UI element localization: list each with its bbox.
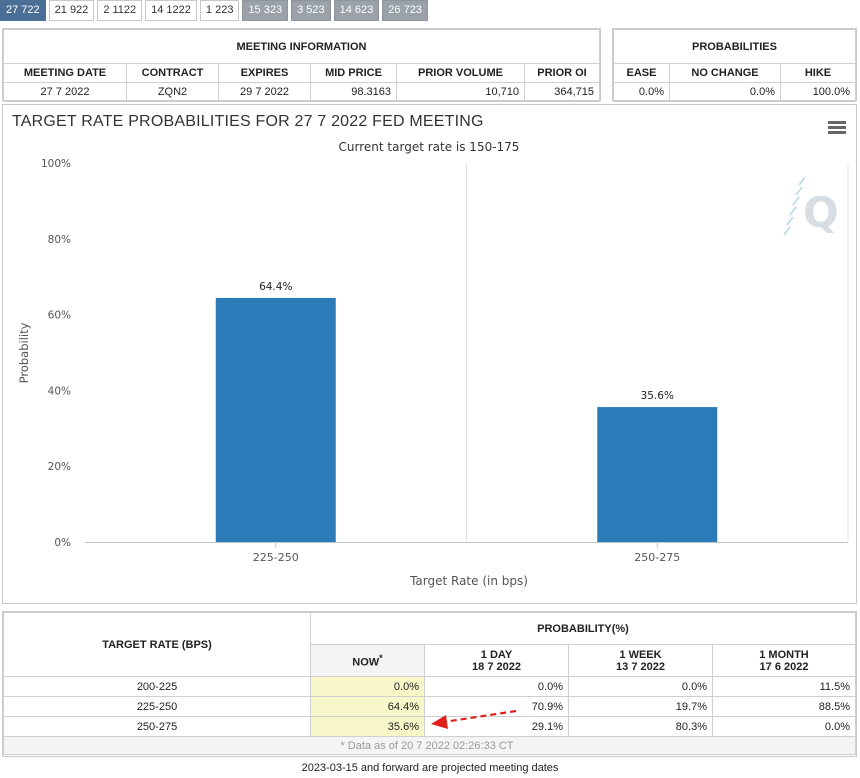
no-change-header: NO CHANGE bbox=[669, 63, 781, 83]
probabilities-title: PROBABILITIES bbox=[613, 29, 856, 64]
probability-column-label: NOW bbox=[352, 656, 380, 669]
watermark-stripe bbox=[783, 226, 791, 236]
y-tick-label: 100% bbox=[41, 158, 71, 170]
mid-price-value: 98.3163 bbox=[310, 82, 397, 102]
target-rate-header: TARGET RATE (BPS) bbox=[3, 612, 311, 677]
watermark-stripe bbox=[792, 196, 800, 206]
meeting-tab-7[interactable]: 3 523 bbox=[291, 0, 331, 21]
x-tick-label: 225-250 bbox=[253, 551, 299, 564]
target-rate-chart-panel: TARGET RATE PROBABILITIES FOR 27 7 2022 … bbox=[2, 104, 857, 604]
bar-225-250 bbox=[215, 297, 336, 542]
probability-cell: 29.1% bbox=[424, 716, 569, 737]
hike-value: 100.0% bbox=[780, 82, 856, 102]
probability-column-3-header: 1 WEEK 13 7 2022 bbox=[568, 644, 713, 677]
watermark-stripe bbox=[795, 186, 803, 196]
probability-table-panel: TARGET RATE (BPS) PROBABILITY(%) NOW* 1 D… bbox=[2, 611, 857, 757]
probability-column-label: 1 MONTH bbox=[759, 648, 809, 661]
target-rate-cell: 225-250 bbox=[3, 696, 311, 717]
prior-oi-value: 364,715 bbox=[524, 82, 600, 102]
meeting-tab-3[interactable]: 2 1122 bbox=[97, 0, 143, 21]
probabilities-values: 0.0% 0.0% 100.0% bbox=[613, 82, 856, 102]
probability-column-date: 18 7 2022 bbox=[472, 660, 521, 673]
y-tick-label: 60% bbox=[48, 310, 71, 322]
probability-cell: 0.0% bbox=[424, 676, 569, 697]
y-tick-label: 0% bbox=[54, 537, 71, 549]
probability-cell: 0.0% bbox=[568, 676, 713, 697]
probability-cell: 0.0% bbox=[310, 676, 425, 697]
projected-dates-note: 2023-03-15 and forward are projected mee… bbox=[301, 762, 559, 774]
asterisk-marker: * bbox=[379, 652, 383, 663]
probability-cell: 11.5% bbox=[712, 676, 856, 697]
meeting-tab-8[interactable]: 14 623 bbox=[333, 0, 380, 21]
chart-subtitle: Current target rate is 150-175 bbox=[339, 140, 520, 154]
x-axis-title: Target Rate (in bps) bbox=[409, 574, 528, 588]
bar-data-label: 35.6% bbox=[641, 390, 674, 402]
prior-oi-header: PRIOR OI bbox=[524, 63, 600, 83]
probability-cell: 88.5% bbox=[712, 696, 856, 717]
meeting-date-value: 27 7 2022 bbox=[3, 82, 127, 102]
contract-value: ZQN2 bbox=[126, 82, 219, 102]
bar-250-275 bbox=[597, 407, 718, 542]
meeting-tab-2[interactable]: 21 922 bbox=[48, 0, 95, 21]
probability-column-label: 1 DAY bbox=[480, 648, 513, 661]
no-change-value: 0.0% bbox=[669, 82, 781, 102]
watermark-stripe bbox=[789, 206, 797, 216]
meeting-information-title: MEETING INFORMATION bbox=[3, 29, 600, 64]
probabilities-panel: PROBABILITIES EASE NO CHANGE HIKE 0.0% 0… bbox=[612, 28, 857, 102]
table-row: 250-275 35.6% 29.1% 80.3% 0.0% bbox=[3, 716, 856, 737]
probability-column-1-header: NOW* bbox=[310, 644, 425, 677]
meeting-tab-5[interactable]: 1 223 bbox=[199, 0, 240, 21]
data-as-of-footnote: * Data as of 20 7 2022 02:26:33 CT bbox=[3, 736, 856, 755]
probability-cell: 35.6% bbox=[310, 716, 425, 737]
watermark-stripe bbox=[786, 216, 794, 226]
hike-header: HIKE bbox=[780, 63, 856, 83]
target-rate-cell: 250-275 bbox=[3, 716, 311, 737]
target-rate-bar-chart: Current target rate is 150-175 0% 20% 40% 60… bbox=[17, 140, 849, 588]
ease-header: EASE bbox=[613, 63, 670, 83]
probability-cell: 64.4% bbox=[310, 696, 425, 717]
probability-cell: 70.9% bbox=[424, 696, 569, 717]
watermark-stripe bbox=[798, 176, 806, 186]
meeting-information-panel: MEETING INFORMATION MEETING DATE CONTRAC… bbox=[2, 28, 601, 102]
prior-volume-header: PRIOR VOLUME bbox=[396, 63, 525, 83]
meeting-date-tabs: 27 722 21 922 2 1122 14 1222 1 223 15 323 3 52… bbox=[0, 0, 431, 21]
meeting-tab-4[interactable]: 14 1222 bbox=[145, 0, 197, 21]
expires-value: 29 7 2022 bbox=[218, 82, 311, 102]
table-row: 200-225 0.0% 0.0% 0.0% 11.5% bbox=[3, 676, 856, 697]
meeting-date-header: MEETING DATE bbox=[3, 63, 127, 83]
x-tick-label: 250-275 bbox=[634, 551, 680, 564]
hamburger-menu-icon[interactable] bbox=[828, 121, 846, 135]
probability-column-4-header: 1 MONTH 17 6 2022 bbox=[712, 644, 856, 677]
probability-group-header: PROBABILITY(%) bbox=[310, 612, 856, 645]
probability-column-date: 13 7 2022 bbox=[616, 660, 665, 673]
meeting-tab-1[interactable]: 27 722 bbox=[0, 0, 46, 21]
y-tick-label: 80% bbox=[48, 234, 71, 246]
chart-panel-title: TARGET RATE PROBABILITIES FOR 27 7 2022 … bbox=[12, 113, 484, 130]
y-tick-label: 20% bbox=[48, 461, 71, 473]
y-tick-label: 40% bbox=[48, 385, 71, 397]
probability-column-date: 17 6 2022 bbox=[759, 660, 809, 673]
mid-price-header: MID PRICE bbox=[310, 63, 397, 83]
prior-volume-value: 10,710 bbox=[396, 82, 525, 102]
meeting-tab-6[interactable]: 15 323 bbox=[242, 0, 289, 21]
y-axis-title: Probability bbox=[17, 322, 31, 383]
probability-cell: 80.3% bbox=[568, 716, 713, 737]
bar-data-label: 64.4% bbox=[259, 281, 292, 293]
q-watermark-logo: Q bbox=[803, 188, 839, 237]
contract-header: CONTRACT bbox=[126, 63, 219, 83]
probability-cell: 0.0% bbox=[712, 716, 856, 737]
probability-column-2-header: 1 DAY 18 7 2022 bbox=[424, 644, 569, 677]
probability-cell: 19.7% bbox=[568, 696, 713, 717]
probabilities-headers: EASE NO CHANGE HIKE bbox=[613, 63, 856, 83]
ease-value: 0.0% bbox=[613, 82, 670, 102]
meeting-information-values: 27 7 2022 ZQN2 29 7 2022 98.3163 10,710 … bbox=[3, 82, 600, 102]
meeting-information-headers: MEETING DATE CONTRACT EXPIRES MID PRICE … bbox=[3, 63, 600, 83]
meeting-tab-9[interactable]: 26 723 bbox=[382, 0, 428, 21]
probability-column-label: 1 WEEK bbox=[619, 648, 662, 661]
expires-header: EXPIRES bbox=[218, 63, 311, 83]
target-rate-cell: 200-225 bbox=[3, 676, 311, 697]
table-row: 225-250 64.4% 70.9% 19.7% 88.5% bbox=[3, 696, 856, 717]
probability-column-headers: NOW* 1 DAY 18 7 2022 1 WEEK 13 7 2022 1 MONTH… bbox=[4, 644, 856, 677]
